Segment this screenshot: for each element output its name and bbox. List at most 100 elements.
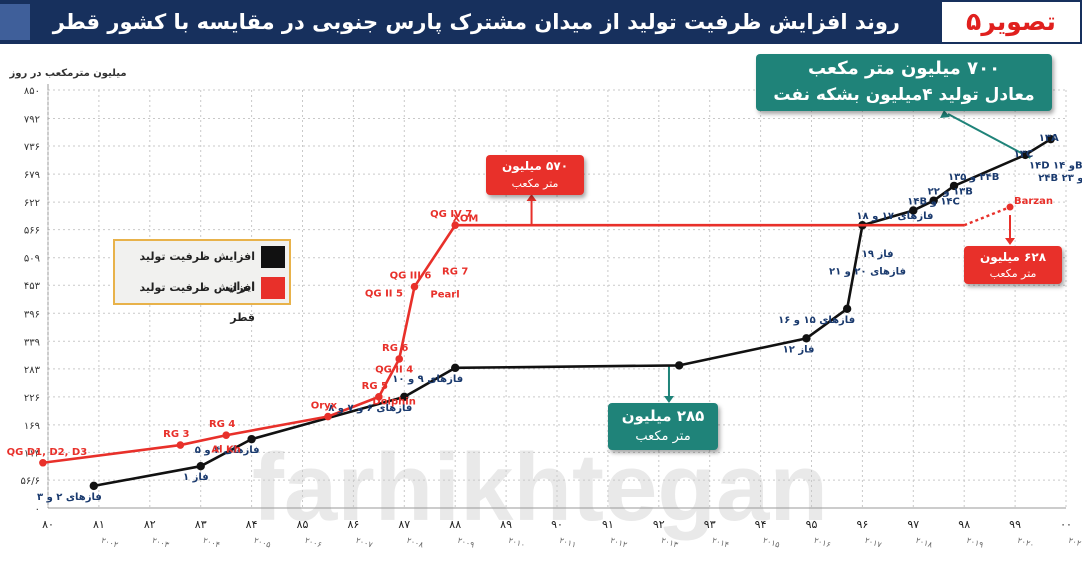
annotation-iran-285: ۲۸۵ میلیون متر مکعب	[608, 403, 718, 450]
data-point-iran	[400, 392, 409, 402]
x-tick-label: ۸۳	[195, 518, 207, 531]
x-tick-label: ۹۳	[704, 518, 716, 531]
x-tick-label: ۸۱	[93, 518, 105, 531]
annotation-qatar-570-line1: ۵۷۰ میلیون	[501, 159, 569, 173]
x-tick-year: ۲۰۲۱	[1067, 536, 1082, 550]
arrowhead-qatar-628	[1005, 238, 1016, 245]
y-tick-label: ۶۷۹	[24, 170, 40, 181]
data-point-iran	[89, 481, 99, 491]
arrowhead-qatar-570	[526, 194, 537, 201]
chart-title: روند افزایش ظرفیت تولید از میدان مشترک پ…	[52, 10, 900, 34]
x-tick-label: ۹۱	[602, 518, 614, 531]
y-tick-label: ۱۱۳	[24, 448, 41, 459]
data-point-qatar	[410, 282, 419, 291]
point-label-extra: ۲۴B و ۲۳	[1038, 173, 1082, 184]
arrowhead-iran-700	[940, 110, 950, 118]
data-point-iran	[1021, 150, 1030, 160]
annotation-qatar-628: ۶۲۸ میلیون متر مکعب	[964, 246, 1062, 284]
y-tick-label: ۵۶/۶	[21, 476, 40, 487]
x-tick-year: ۲۰۰۴	[202, 536, 221, 550]
y-tick-label: ۷۳۶	[24, 142, 40, 153]
x-tick-label: ۹۸	[958, 518, 970, 531]
point-label-qatar: QG D1, D2, D3	[7, 447, 88, 458]
x-tick-year: ۲۰۲۰	[1016, 536, 1035, 550]
figure-tag: تصویر۵	[940, 0, 1082, 44]
point-label-extra: Dolphin	[372, 397, 415, 408]
grid	[47, 84, 1067, 509]
legend-swatch-iran	[261, 246, 285, 268]
point-label-qatar: RG 5	[362, 381, 388, 392]
data-point-iran	[451, 363, 460, 373]
x-tick-label: ۸۸	[449, 518, 461, 531]
y-tick-label: ۷۹۲	[24, 115, 40, 126]
legend-swatch-qatar	[261, 277, 285, 299]
data-point-qatar	[375, 393, 383, 401]
annotation-iran-285-line2: متر مکعب	[635, 429, 691, 444]
data-point-iran	[802, 334, 811, 343]
annotation-qatar-570-line2: متر مکعب	[511, 177, 559, 190]
point-label-extra: Al Kh	[211, 444, 241, 455]
data-point-iran	[949, 181, 959, 191]
x-tick-label: ۸۵	[297, 518, 309, 531]
point-label-extra: RG 7	[442, 266, 468, 277]
point-label-qatar: RG 6	[382, 343, 408, 354]
point-labels: فازهای ۲ و ۳ فاز ۱ فازهای ۴ و ۵ فازهای ۶ و …	[7, 133, 1082, 503]
x-tick-label: ۸۶	[347, 518, 359, 531]
data-point-iran	[909, 206, 918, 215]
x-tick-label: ۰۰	[1060, 518, 1072, 531]
point-label-iran: ۱۴C و ۱۴B	[907, 196, 960, 207]
data-point-qatar	[39, 458, 47, 467]
point-label-iran: فازهای ۲ و ۳	[37, 492, 102, 503]
annotation-iran-285-line1: ۲۸۵ میلیون	[621, 407, 705, 425]
y-tick-label: ۸۵۰	[24, 86, 40, 97]
annotation-qatar-628-line1: ۶۲۸ میلیون	[979, 250, 1047, 264]
y-axis: ۰ ۵۶/۶ ۱۱۳ ۱۶۹ ۲۲۶ ۲۸۳ ۳۳۹ ۳۹۶ ۴۵۳ ۵۰۹ ۵۶۶ ۶۲۲ ۶۷۹ ۷۳…	[21, 86, 41, 515]
projection-line-qatar	[963, 205, 1011, 227]
legend-label-iran: افزایش ظرفیت تولید ایران	[139, 250, 255, 293]
x-tick-label: ۸۲	[144, 518, 156, 531]
data-point-projection	[1006, 203, 1014, 211]
point-label-iran: ۱۳B و ۲۲	[928, 187, 973, 198]
data-point-iran	[842, 304, 852, 314]
y-axis-label: میلیون مترمکعب در روز	[8, 68, 126, 79]
x-tick-label: ۹۰	[551, 518, 563, 531]
point-label-iran: فاز ۱	[183, 472, 209, 483]
y-tick-label: ۳۳۹	[24, 337, 40, 348]
point-label-extra: Pearl	[430, 290, 459, 301]
y-tick-label: ۵۶۶	[24, 226, 40, 237]
x-tick-label: ۸۹	[500, 518, 512, 531]
data-point-qatar	[395, 355, 404, 363]
x-tick-year: ۲۰۱۹	[965, 536, 984, 550]
x-tick-label: ۹۵	[806, 518, 818, 531]
point-label-iran: فازهای ۶ و ۷ و ۸	[328, 403, 412, 414]
data-point-iran	[247, 434, 256, 444]
point-label-qatar: QG III 6	[390, 271, 432, 282]
x-tick-label: ۹۴	[755, 518, 767, 531]
point-label-iran: فازهای ۹ و ۱۰	[392, 374, 463, 385]
point-label-extra: XOM	[452, 213, 478, 224]
data-point-qatar	[324, 412, 332, 421]
annotation-iran-700-line1: ۷۰۰ میلیون متر مکعب	[807, 58, 1001, 79]
x-tick-label: ۹۲	[653, 518, 665, 531]
point-label-iran: فازهای ۱۷ و ۱۸	[856, 211, 933, 222]
x-tick-label: ۸۰	[42, 518, 54, 531]
y-tick-label: ۴۵۳	[24, 281, 41, 292]
x-tick-year: ۲۰۰۳	[151, 536, 171, 550]
point-label-iran: ۱۳C	[1014, 149, 1034, 160]
y-tick-label: ۶۲۲	[24, 198, 40, 209]
legend: افزایش ظرفیت تولید ایران افزایش ظرفیت تو…	[113, 239, 291, 324]
point-label-extra: QG II 4	[375, 364, 413, 375]
data-point-qatar	[176, 441, 185, 449]
x-tick-year: ۲۰۱۸	[915, 536, 935, 550]
point-label-iran: ۱۳A	[1039, 133, 1059, 144]
point-label-barzan: Barzan	[1014, 196, 1053, 207]
x-tick-year: ۲۰۱۷	[864, 536, 884, 550]
point-label-iran: فازهای ۴ و ۵	[195, 445, 260, 456]
annotation-connectors	[526, 110, 1031, 403]
y-tick-label: ۱۶۹	[24, 421, 40, 432]
annotation-qatar-628-line2: متر مکعب	[989, 267, 1037, 280]
header-bar: روند افزایش ظرفیت تولید از میدان مشترک پ…	[0, 0, 1082, 44]
data-point-iran	[196, 462, 205, 471]
legend-item-qatar: افزایش ظرفیت تولید قطر	[115, 273, 289, 324]
